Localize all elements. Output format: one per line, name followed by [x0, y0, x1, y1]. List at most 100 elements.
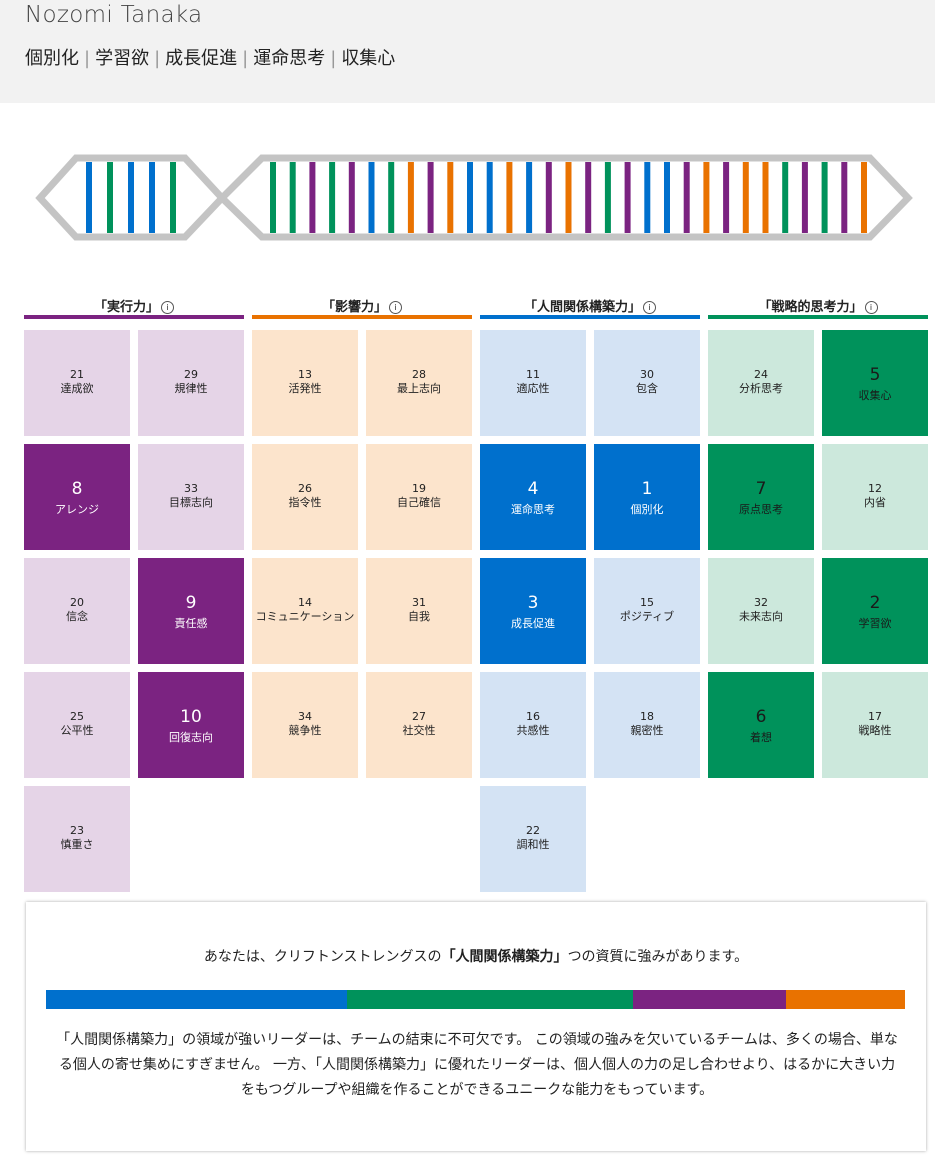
theme-tile[interactable]: 1 個別化: [594, 444, 700, 550]
theme-tile[interactable]: 28 最上志向: [366, 330, 472, 436]
dna-top-strand: [107, 162, 113, 233]
dna-top-strand: [86, 162, 92, 233]
theme-tile[interactable]: 2 学習欲: [822, 558, 928, 664]
dna-strand: [841, 162, 848, 233]
theme-tile[interactable]: 14 コミュニケーション: [252, 558, 358, 664]
theme-rank: 5: [869, 365, 881, 385]
theme-tile[interactable]: 11 適応性: [480, 330, 586, 436]
theme-tile[interactable]: 12 内省: [822, 444, 928, 550]
theme-rank: 28: [412, 368, 426, 381]
theme-tile[interactable]: 29 規律性: [138, 330, 244, 436]
theme-rank: 1: [641, 479, 653, 499]
theme-tile[interactable]: 25 公平性: [24, 672, 130, 778]
dna-strand: [585, 162, 592, 233]
theme-tile[interactable]: 30 包含: [594, 330, 700, 436]
theme-name: 慎重さ: [60, 838, 94, 851]
theme-rank: 27: [412, 710, 426, 723]
theme-tile[interactable]: 34 競争性: [252, 672, 358, 778]
summary-post: つの資質に強みがあります。: [567, 949, 749, 965]
theme-name: 着想: [750, 731, 772, 744]
theme-tile[interactable]: 8 アレンジ: [24, 444, 130, 550]
theme-tile[interactable]: 5 収集心: [822, 330, 928, 436]
theme-name: 成長促進: [511, 617, 555, 630]
theme-name: アレンジ: [55, 503, 99, 516]
info-icon[interactable]: i: [161, 301, 174, 314]
dna-strand: [762, 162, 769, 233]
theme-tile[interactable]: 32 未来志向: [708, 558, 814, 664]
theme-tile[interactable]: 18 親密性: [594, 672, 700, 778]
theme-name: 達成欲: [60, 382, 94, 395]
strengths-dna-graphic: [35, 154, 913, 241]
theme-tile[interactable]: 31 自我: [366, 558, 472, 664]
theme-rank: 15: [640, 596, 654, 609]
theme-tile[interactable]: 23 慎重さ: [24, 786, 130, 892]
summary-domain: 「人間関係構築力」: [441, 949, 568, 965]
domain-header-influencing: 「影響力」 i: [252, 296, 472, 315]
info-icon[interactable]: i: [389, 301, 402, 314]
theme-tile[interactable]: 20 信念: [24, 558, 130, 664]
theme-name: 適応性: [516, 382, 550, 395]
dna-strand: [526, 162, 533, 233]
dna-strand: [821, 162, 828, 233]
theme-name: 学習欲: [858, 617, 892, 630]
balance-segment-executing: [632, 990, 786, 1009]
theme-tile[interactable]: 10 回復志向: [138, 672, 244, 778]
theme-name: 目標志向: [169, 496, 213, 509]
dna-strand: [427, 162, 434, 233]
info-icon[interactable]: i: [864, 301, 878, 314]
theme-tile[interactable]: 9 責任感: [138, 558, 244, 664]
summary-headline: あなたは、クリフトンストレングスの「人間関係構築力」つの資質に強みがあります。: [26, 946, 926, 966]
theme-tile[interactable]: 7 原点思考: [708, 444, 814, 550]
dna-strand: [703, 162, 710, 233]
theme-tile[interactable]: 27 社交性: [366, 672, 472, 778]
domain-title: 「実行力」: [93, 300, 159, 315]
info-icon[interactable]: i: [643, 301, 656, 314]
dna-strand: [565, 162, 572, 233]
theme-rank: 22: [526, 824, 540, 837]
theme-rank: 8: [71, 479, 83, 499]
theme-tile[interactable]: 22 調和性: [480, 786, 586, 892]
theme-tile[interactable]: 24 分析思考: [708, 330, 814, 436]
theme-rank: 16: [526, 710, 540, 723]
theme-rank: 12: [868, 482, 882, 495]
theme-tile[interactable]: 13 活発性: [252, 330, 358, 436]
theme-rank: 7: [755, 479, 767, 499]
theme-tile[interactable]: 17 戦略性: [822, 672, 928, 778]
theme-name: 自我: [408, 610, 430, 623]
theme-name: 責任感: [174, 617, 208, 630]
theme-rank: 2: [869, 593, 881, 613]
theme-name: 分析思考: [739, 382, 783, 395]
theme-rank: 11: [526, 368, 540, 381]
separator: |: [84, 48, 91, 69]
theme-tile[interactable]: 26 指令性: [252, 444, 358, 550]
dna-strand: [388, 162, 395, 233]
theme-name: 戦略性: [858, 724, 892, 737]
dna-strand: [624, 162, 631, 233]
dna-strand: [604, 162, 611, 233]
theme-tile[interactable]: 21 達成欲: [24, 330, 130, 436]
top-theme-3: 成長促進: [165, 48, 238, 69]
theme-tile[interactable]: 19 自己確信: [366, 444, 472, 550]
balance-segment-relationship: [46, 990, 347, 1009]
theme-rank: 18: [640, 710, 654, 723]
theme-tile[interactable]: 33 目標志向: [138, 444, 244, 550]
theme-tile[interactable]: 4 運命思考: [480, 444, 586, 550]
theme-rank: 6: [755, 707, 767, 727]
theme-name: コミュニケーション: [255, 610, 355, 623]
theme-tile[interactable]: 15 ポジティブ: [594, 558, 700, 664]
domain-bar-relationship: [480, 315, 700, 319]
theme-rank: 3: [527, 593, 539, 613]
top-theme-5: 収集心: [341, 48, 396, 69]
theme-tile[interactable]: 3 成長促進: [480, 558, 586, 664]
dna-strand: [368, 162, 375, 233]
top-theme-2: 学習欲: [95, 48, 150, 69]
dna-strand: [801, 162, 808, 233]
dna-strand: [486, 162, 493, 233]
summary-pre: あなたは、クリフトンストレングスの: [203, 949, 442, 965]
domain-balance-bar: [46, 990, 906, 1009]
theme-tile[interactable]: 16 共感性: [480, 672, 586, 778]
dna-strand: [782, 162, 789, 233]
theme-tile[interactable]: 6 着想: [708, 672, 814, 778]
domain-bar-strategic: [708, 315, 928, 319]
dna-strand: [683, 162, 690, 233]
